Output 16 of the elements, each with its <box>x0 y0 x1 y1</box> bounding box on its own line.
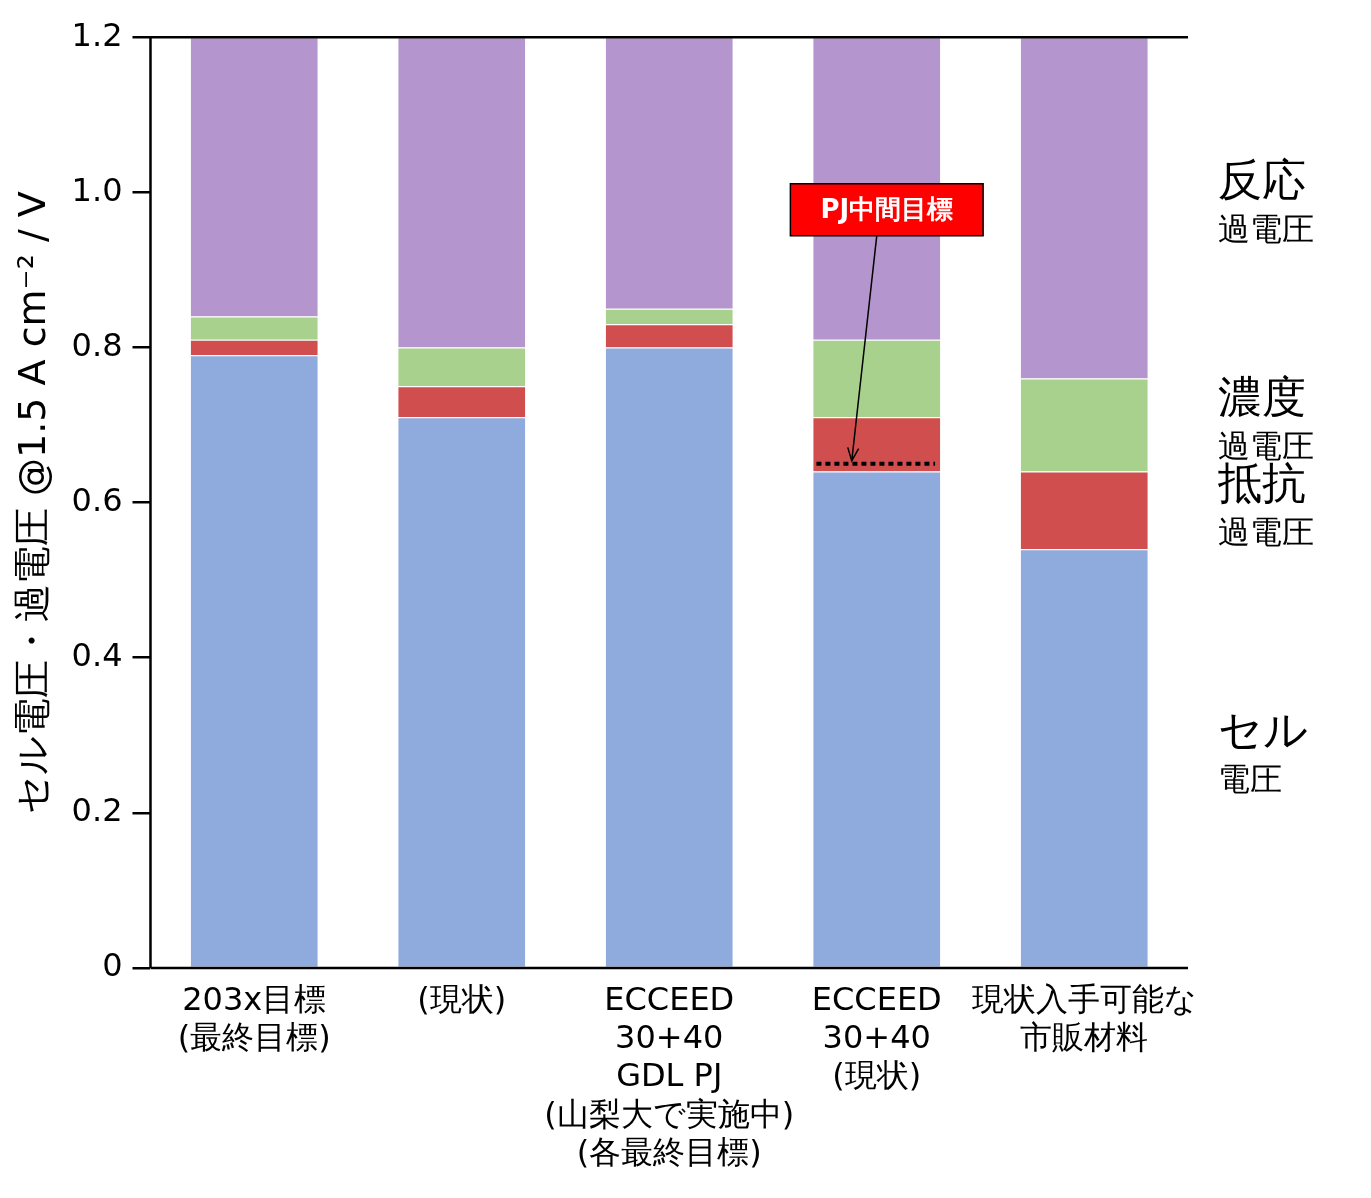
y-tick-label: 0.2 <box>71 791 123 830</box>
x-tick-label: (現状) <box>417 979 507 1018</box>
y-tick-label: 0.4 <box>71 636 123 675</box>
y-tick-label: 0.8 <box>71 325 123 364</box>
y-axis-title: セル電圧・過電圧 @1.5 A cm⁻² / V <box>9 191 54 815</box>
y-tick-label: 0.6 <box>71 480 123 519</box>
x-tick-label: 203x目標 (最終目標) <box>177 979 331 1056</box>
y-tick-label: 1.2 <box>71 15 123 54</box>
series-label: セル電圧 <box>1218 704 1308 799</box>
x-tick-label: ECCEED 30+40 (現状) <box>811 979 942 1095</box>
series-label: 反応過電圧 <box>1218 154 1314 249</box>
y-tick-label: 1.0 <box>71 170 123 209</box>
x-tick-label: ECCEED 30+40 GDL PJ (山梨大で実施中) (各最終目標) <box>544 979 795 1172</box>
y-tick-label: 0 <box>102 946 123 985</box>
x-tick-label: 現状入手可能な市販材料 <box>971 979 1197 1056</box>
ref-line-label: PJ中間目標 <box>820 193 954 224</box>
